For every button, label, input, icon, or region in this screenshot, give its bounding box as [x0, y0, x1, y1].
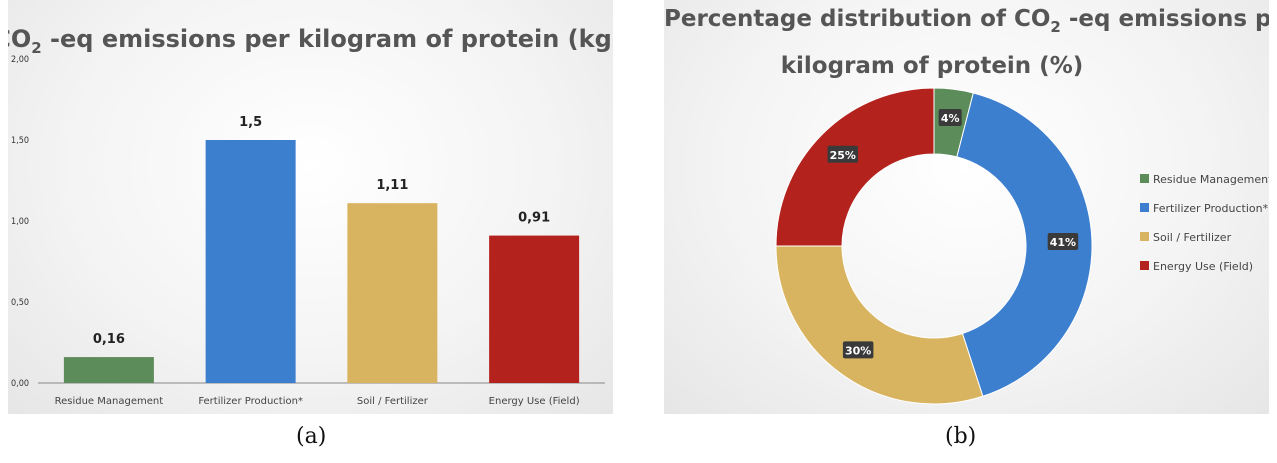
legend-swatch	[1140, 232, 1149, 241]
slice-value-label: 4%	[941, 112, 960, 125]
donut-slice	[775, 87, 935, 247]
slice-value-label: 41%	[1050, 236, 1076, 249]
slice-label-box	[938, 109, 962, 127]
donut-series	[775, 87, 1093, 405]
bar-value-label: 0,16	[93, 332, 125, 347]
legend-label: Residue Management	[1153, 173, 1269, 186]
y-tick-label: 1,50	[11, 136, 29, 146]
slice-label-box	[1047, 232, 1079, 250]
legend-swatch	[1140, 174, 1149, 183]
donut-legend: Residue Management Fertilizer Production*…	[1140, 173, 1269, 273]
caption-b: (b)	[945, 424, 977, 449]
x-category-label: Fertilizer Production*	[198, 396, 303, 407]
donut-chart-title-line1: Percentage distribution of CO2 -eq emiss…	[664, 6, 1269, 36]
donut-chart-panel: Percentage distribution of CO2 -eq emiss…	[664, 0, 1269, 414]
x-category-label: Energy Use (Field)	[489, 396, 580, 407]
legend-label: Fertilizer Production*	[1153, 202, 1269, 215]
y-tick-label: 2,00	[11, 55, 29, 65]
slice-value-label: 25%	[830, 149, 856, 162]
bar-value-label: 1,5	[239, 115, 262, 130]
donut-labels: 4% 41% 30% 25%	[827, 109, 1079, 359]
bar-chart-title: CO2 -eq emissions per kilogram of protei…	[8, 25, 613, 57]
donut-chart: Percentage distribution of CO2 -eq emiss…	[664, 6, 1269, 405]
legend-swatch	[1140, 261, 1149, 270]
legend-swatch	[1140, 203, 1149, 212]
bar-value-label: 0,91	[518, 211, 550, 226]
bar-series: 0,16 Residue Management 1,5 Fertilizer Prod…	[55, 115, 580, 407]
slice-value-label: 30%	[845, 344, 871, 357]
donut-slice	[956, 92, 1093, 397]
bar-chart: CO2 -eq emissions per kilogram of protei…	[8, 25, 613, 407]
y-tick-label: 0,50	[11, 298, 29, 308]
x-category-label: Soil / Fertilizer	[357, 396, 429, 407]
bar	[347, 203, 438, 383]
bar-chart-panel: CO2 -eq emissions per kilogram of protei…	[8, 0, 613, 414]
legend-label: Soil / Fertilizer	[1153, 231, 1232, 244]
donut-chart-title-line2: kilogram of protein (%)	[781, 53, 1084, 79]
y-tick-label: 1,00	[11, 217, 29, 227]
x-category-label: Residue Management	[55, 396, 164, 407]
legend-label: Energy Use (Field)	[1153, 260, 1253, 273]
bar-value-label: 1,11	[376, 178, 408, 193]
bar	[205, 140, 296, 383]
slice-label-box	[827, 145, 859, 163]
bar	[63, 357, 154, 383]
slice-label-box	[842, 341, 874, 359]
y-tick-label: 0,00	[11, 379, 29, 389]
donut-slice	[775, 245, 984, 405]
bar	[489, 235, 580, 383]
caption-a: (a)	[296, 424, 327, 449]
